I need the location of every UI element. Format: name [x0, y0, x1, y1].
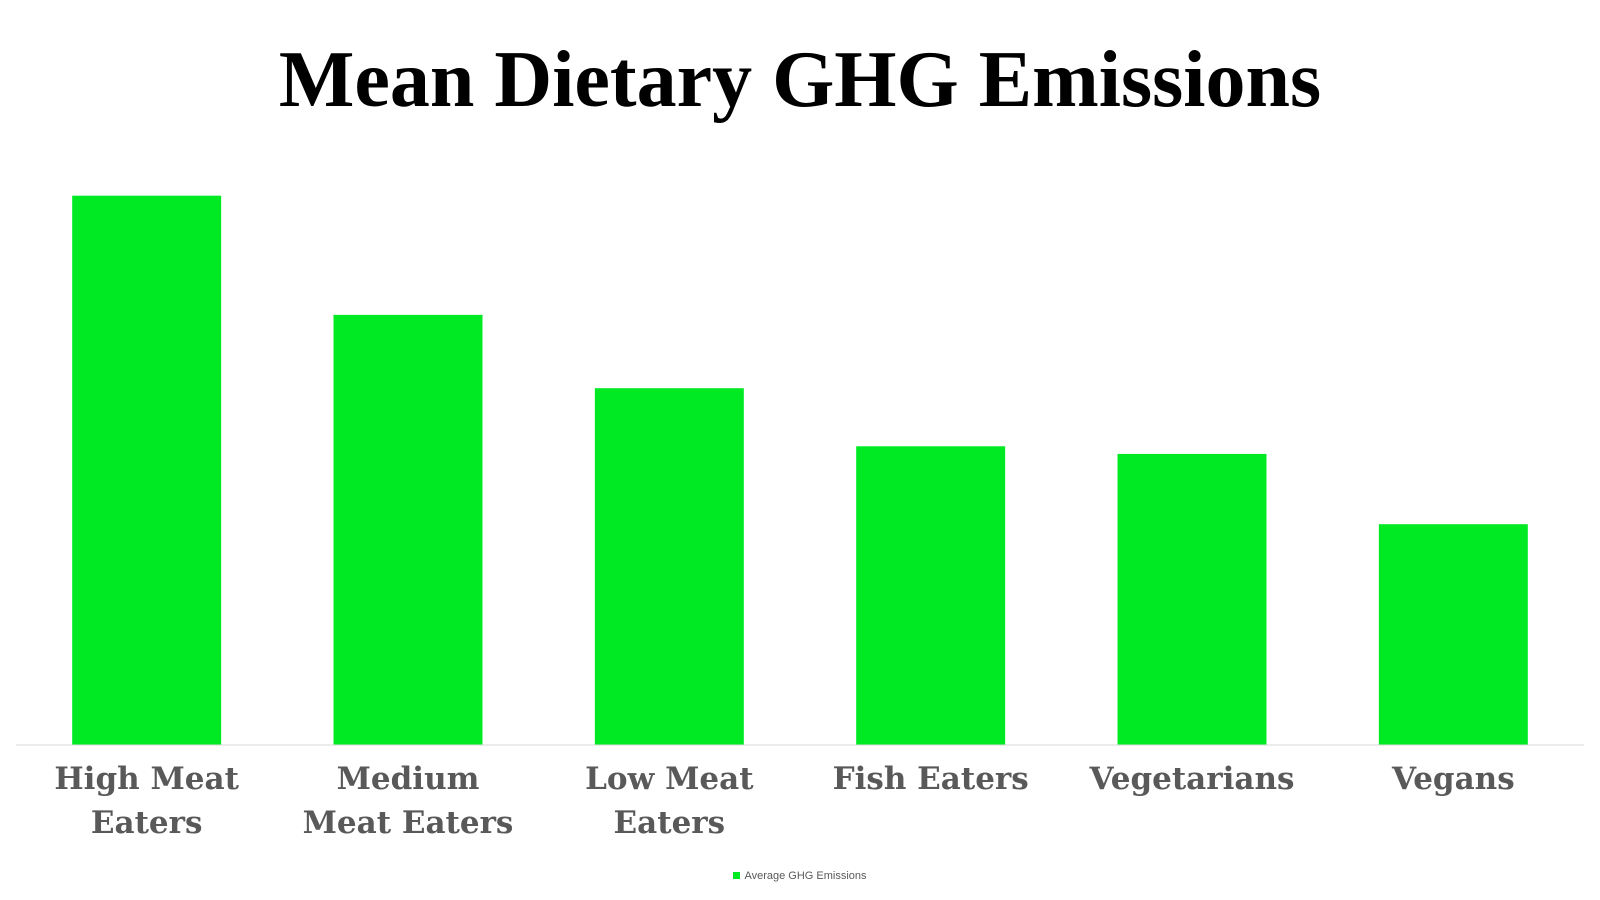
x-tick-label: Vegans: [1391, 761, 1515, 797]
legend-item: Average GHG Emissions: [733, 870, 867, 882]
bar: [1378, 524, 1528, 745]
x-tick-label: Fish Eaters: [832, 761, 1029, 797]
bar: [1117, 453, 1267, 745]
bar: [72, 195, 222, 745]
legend-label: Average GHG Emissions: [744, 870, 867, 882]
x-tick-label: Low Meat Eaters: [585, 761, 754, 841]
bar: [333, 314, 483, 745]
legend-swatch: [733, 872, 741, 879]
x-tick-label: High Meat Eaters: [54, 761, 239, 841]
bar: [594, 388, 744, 745]
bar: [856, 446, 1006, 745]
x-tick-label: Vegetarians: [1089, 761, 1295, 797]
x-tick-label: Medium Meat Eaters: [302, 761, 514, 841]
legend: Average GHG Emissions: [0, 870, 1600, 882]
chart-title: Mean Dietary GHG Emissions: [278, 36, 1322, 124]
